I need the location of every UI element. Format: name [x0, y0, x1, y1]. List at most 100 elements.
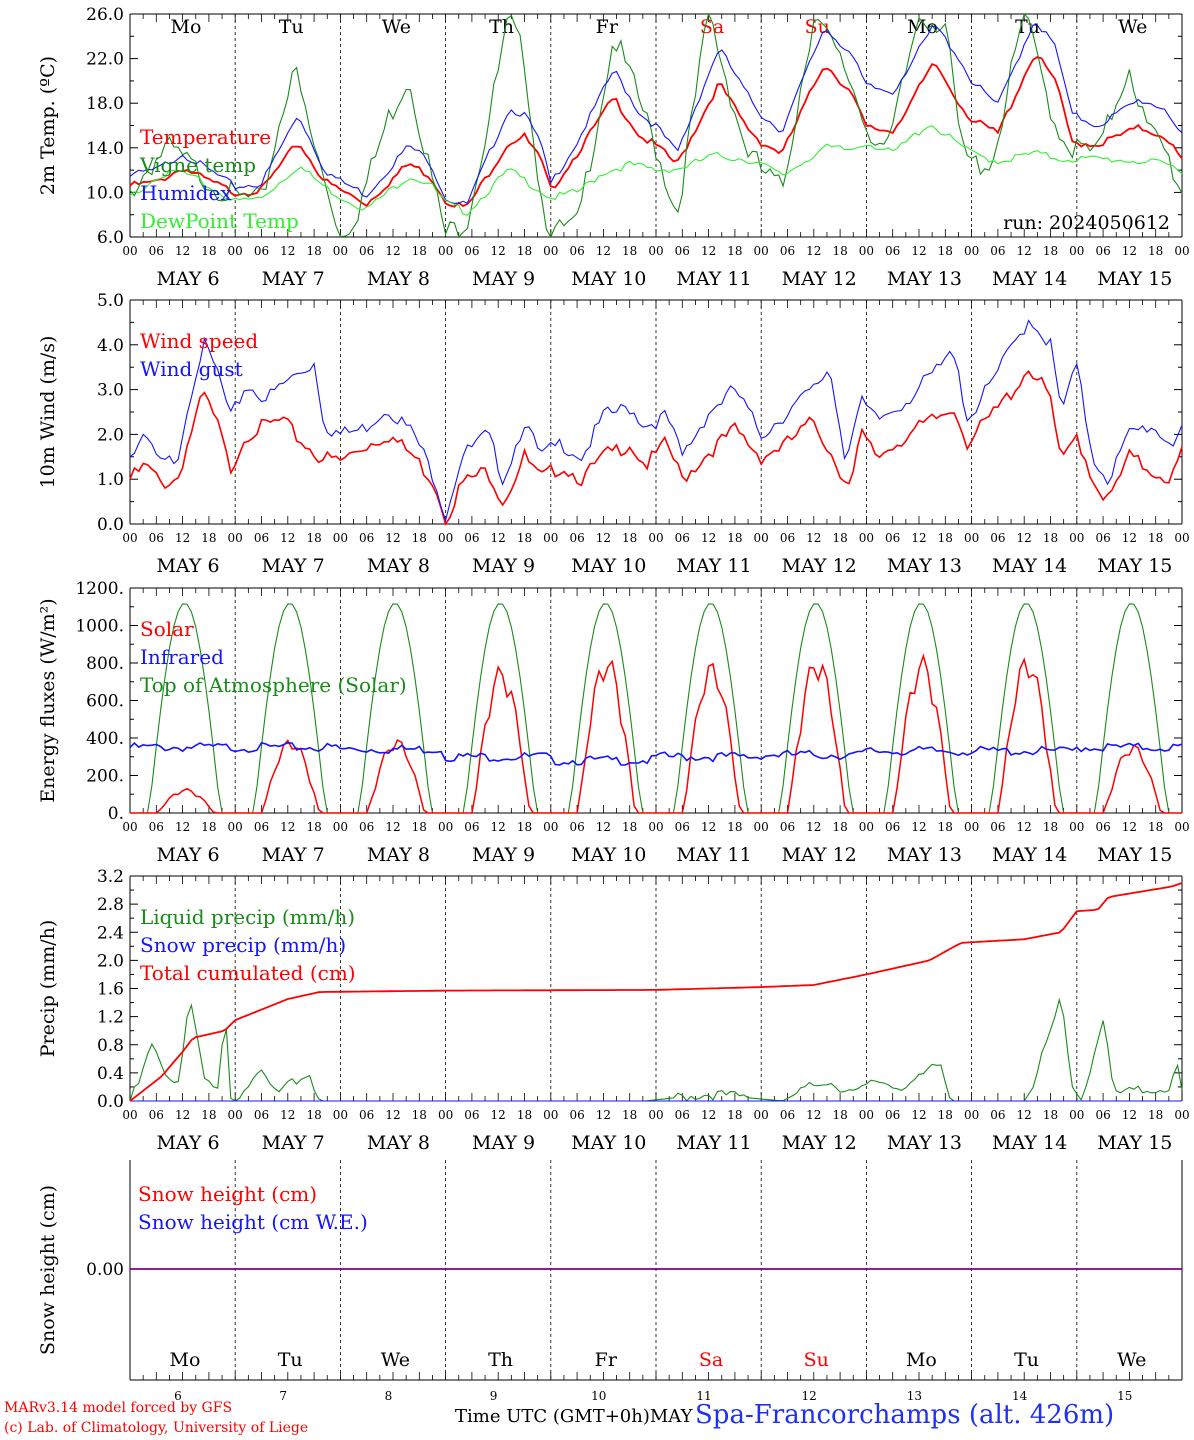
hour-tick-label: 12	[385, 820, 400, 834]
hour-tick-label: 12	[596, 244, 611, 258]
hour-tick-label: 06	[464, 244, 479, 258]
hour-tick-label: 00	[122, 820, 137, 834]
hour-tick-label: 12	[280, 531, 295, 545]
hour-tick-label: 00	[648, 820, 663, 834]
hour-tick-label: 18	[727, 820, 742, 834]
y-tick-label: 200.	[86, 767, 124, 787]
hour-tick-label: 00	[964, 1108, 979, 1122]
day-label: MAY 12	[782, 555, 857, 577]
legend-entry: Liquid precip (mm/h)	[140, 905, 355, 929]
day-label: MAY 7	[262, 1132, 325, 1154]
hour-tick-label: 12	[491, 244, 506, 258]
y-tick-label: 22.0	[86, 50, 124, 70]
hour-tick-label: 18	[832, 244, 847, 258]
hour-tick-label: 12	[175, 531, 190, 545]
hour-tick-label: 06	[464, 1108, 479, 1122]
hour-tick-label: 12	[1122, 531, 1137, 545]
hour-tick-label: 12	[1122, 1108, 1137, 1122]
day-label: MAY 13	[887, 1132, 962, 1154]
day-label: MAY 15	[1097, 1132, 1172, 1154]
y-tick-label: 0.8	[97, 1036, 124, 1056]
y-tick-label: 0.0	[97, 515, 124, 535]
hour-tick-label: 18	[201, 820, 216, 834]
weekday-label: Sa	[699, 1349, 723, 1371]
hour-tick-label: 12	[385, 531, 400, 545]
hour-tick-label: 12	[911, 820, 926, 834]
y-tick-label: 2.0	[97, 425, 124, 445]
y-tick-label: 400.	[86, 729, 124, 749]
hour-tick-label: 18	[1043, 820, 1058, 834]
day-number: 7	[279, 1389, 287, 1403]
hour-tick-label: 18	[1148, 820, 1163, 834]
day-number: 6	[174, 1389, 182, 1403]
day-label: MAY 8	[367, 844, 430, 866]
day-label: MAY 10	[571, 555, 646, 577]
hour-tick-label: 06	[885, 244, 900, 258]
hour-tick-label: 12	[491, 820, 506, 834]
day-label: MAY 8	[367, 1132, 430, 1154]
hour-tick-label: 18	[938, 820, 953, 834]
hour-tick-label: 12	[911, 531, 926, 545]
hour-tick-label: 12	[1122, 244, 1137, 258]
hour-tick-label: 18	[517, 244, 532, 258]
day-label: MAY 7	[262, 844, 325, 866]
hour-tick-label: 00	[754, 244, 769, 258]
hour-tick-label: 06	[885, 531, 900, 545]
hour-tick-label: 06	[780, 1108, 795, 1122]
run-label: run: 2024050612	[1003, 212, 1170, 234]
hour-tick-label: 06	[569, 244, 584, 258]
weekday-label: Tu	[279, 16, 304, 38]
weekday-label: Sa	[700, 16, 724, 38]
hour-tick-label: 06	[359, 531, 374, 545]
y-tick-label: 2.0	[97, 951, 124, 971]
day-number: 15	[1117, 1389, 1132, 1403]
weekday-label: Th	[488, 1349, 513, 1371]
hour-tick-label: 18	[517, 1108, 532, 1122]
day-label: MAY 13	[887, 268, 962, 290]
hour-tick-label: 06	[675, 531, 690, 545]
hour-tick-label: 00	[964, 820, 979, 834]
weekday-label: We	[382, 16, 411, 38]
hour-tick-label: 06	[675, 1108, 690, 1122]
hour-tick-label: 06	[359, 1108, 374, 1122]
model-credit: MARv3.14 model forced by GFS	[4, 1400, 233, 1416]
hour-tick-label: 00	[964, 531, 979, 545]
y-tick-label: 6.0	[97, 228, 124, 248]
hour-tick-label: 00	[1174, 820, 1189, 834]
hour-tick-label: 18	[622, 1108, 637, 1122]
hour-tick-label: 12	[701, 820, 716, 834]
hour-tick-label: 18	[622, 820, 637, 834]
hour-tick-label: 18	[517, 820, 532, 834]
legend-entry: Humidex	[140, 181, 232, 205]
y-axis-title: 2m Temp. (ºC)	[37, 56, 59, 195]
day-number: 9	[490, 1389, 498, 1403]
hour-tick-label: 06	[1095, 1108, 1110, 1122]
y-tick-label: 0.4	[97, 1064, 124, 1084]
day-label: MAY 11	[676, 555, 751, 577]
y-tick-label: 1.6	[97, 980, 124, 1000]
hour-tick-label: 00	[228, 244, 243, 258]
legend-entry: Top of Atmosphere (Solar)	[140, 673, 407, 697]
hour-tick-label: 18	[938, 1108, 953, 1122]
hour-tick-label: 18	[1043, 244, 1058, 258]
hour-tick-label: 18	[306, 820, 321, 834]
hour-tick-label: 00	[122, 531, 137, 545]
day-label: MAY 6	[156, 268, 219, 290]
hour-tick-label: 18	[832, 531, 847, 545]
legend-entry: Snow precip (mm/h)	[140, 933, 346, 957]
hour-tick-label: 18	[622, 244, 637, 258]
legend-entry: Snow height (cm)	[138, 1182, 317, 1206]
hour-tick-label: 18	[201, 1108, 216, 1122]
y-tick-label: 18.0	[86, 94, 124, 114]
hour-tick-label: 06	[359, 244, 374, 258]
hour-tick-label: 12	[491, 1108, 506, 1122]
hour-tick-label: 12	[280, 244, 295, 258]
hour-tick-label: 18	[412, 820, 427, 834]
day-number: 14	[1012, 1389, 1028, 1403]
legend-entry: Temperature	[140, 125, 271, 149]
hour-tick-label: 12	[701, 1108, 716, 1122]
panel-4: 00 06 12 18 00 06 12 18 00 06 12 18 00 06 12 18 00 06 12 18…	[37, 867, 1190, 1154]
hour-tick-label: 00	[438, 820, 453, 834]
hour-tick-label: 00	[543, 244, 558, 258]
hour-tick-label: 18	[201, 531, 216, 545]
